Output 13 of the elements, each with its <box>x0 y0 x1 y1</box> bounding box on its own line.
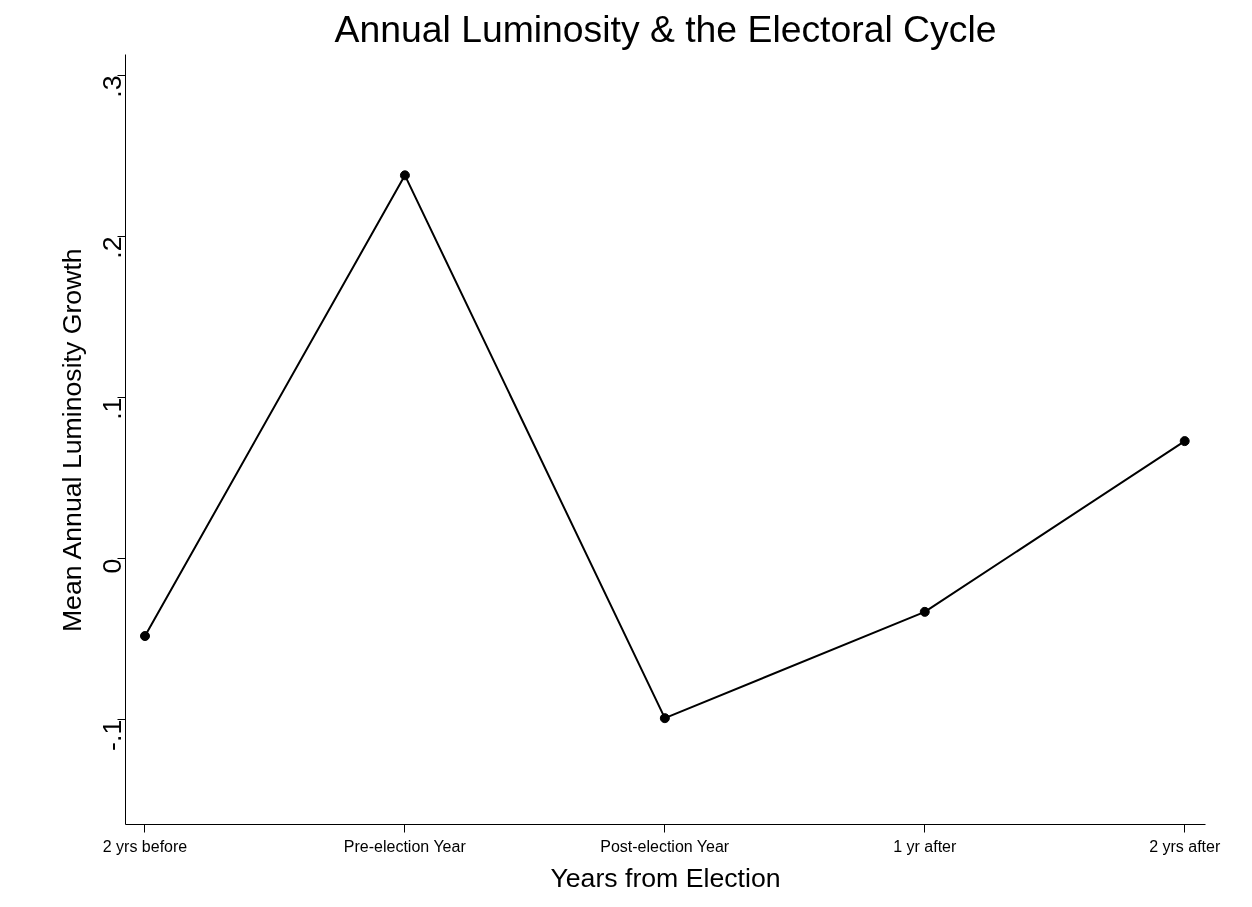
x-tick-label: 2 yrs after <box>1149 837 1221 855</box>
y-tick-label: .2 <box>97 236 128 259</box>
chart-title: Annual Luminosity & the Electoral Cycle <box>334 7 997 50</box>
y-axis-title: Mean Annual Luminosity Growth <box>56 248 87 633</box>
y-tick-label: .1 <box>97 397 128 420</box>
x-tick-label: Post-election Year <box>600 837 730 855</box>
x-tick-label: Pre-election Year <box>343 837 467 855</box>
y-tick-label: 0 <box>97 558 128 574</box>
x-tick-label: 2 yrs before <box>102 837 188 855</box>
y-tick-label: .3 <box>97 75 128 98</box>
x-tick-label: 1 yr after <box>893 837 958 855</box>
y-tick-label: -.1 <box>97 719 128 751</box>
x-axis-title: Years from Election <box>550 862 781 893</box>
